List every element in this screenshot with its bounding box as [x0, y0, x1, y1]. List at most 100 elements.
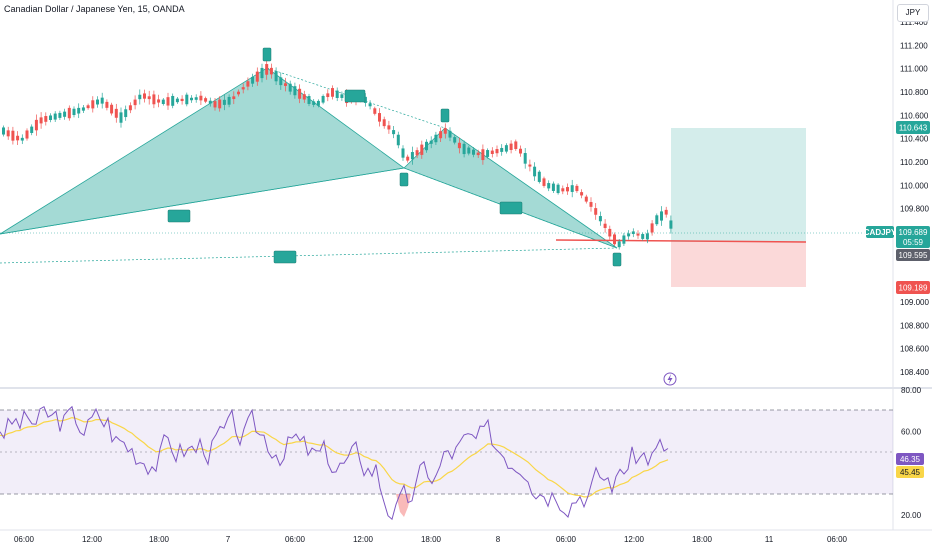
candle-body — [373, 108, 377, 114]
candle-body — [504, 145, 508, 152]
candle-body — [30, 126, 34, 133]
main-pane[interactable] — [0, 0, 893, 388]
price-tick-label: 110.800 — [900, 88, 929, 97]
ratio-tag-xb[interactable] — [167, 209, 191, 223]
candle-body — [551, 183, 555, 191]
price-tick-label: 109.000 — [900, 298, 929, 307]
candle-body — [622, 235, 626, 244]
candle-body — [138, 94, 142, 100]
take-profit-zone[interactable] — [671, 128, 806, 242]
candle-body — [490, 150, 494, 155]
ratio-tag-bd[interactable] — [499, 201, 523, 215]
candle-body — [425, 141, 428, 151]
countdown-text: 05:59 — [903, 238, 924, 247]
entry-line[interactable] — [555, 239, 807, 243]
current-price-tag: 109.689 05:59 — [896, 226, 930, 248]
candle-body — [110, 104, 114, 114]
ratio-tag-xd[interactable] — [273, 250, 297, 264]
candle-body — [274, 71, 278, 82]
time-tick-label: 18:00 — [421, 535, 442, 544]
candle-body — [429, 140, 433, 144]
candle-body — [298, 88, 302, 99]
candle-body — [500, 147, 504, 152]
candle-body — [133, 99, 137, 106]
symbol-title[interactable]: Canadian Dollar / Japanese Yen, 15, OAND… — [4, 4, 185, 14]
candle-body — [204, 98, 208, 102]
candle-body — [269, 67, 273, 75]
candle-body — [448, 130, 452, 138]
candles-group — [2, 58, 673, 250]
candle-body — [650, 223, 654, 233]
candle-body — [457, 142, 461, 149]
candle-body — [335, 90, 339, 98]
rsi-line — [0, 405, 669, 521]
candle-body — [180, 98, 184, 102]
candle-body — [519, 148, 522, 154]
time-tick-label: 06:00 — [556, 535, 577, 544]
time-tick-label: 8 — [496, 535, 501, 544]
rsi-axis[interactable]: 80.00 60.00 20.00 — [901, 386, 922, 520]
candle-body — [260, 67, 264, 79]
candle-body — [171, 95, 175, 106]
price-tick-label: 109.800 — [900, 205, 929, 214]
candle-body — [265, 64, 269, 75]
candle-body — [514, 141, 518, 150]
ratio-tag-ab[interactable] — [344, 89, 366, 103]
price-tick-label: 110.200 — [900, 158, 929, 167]
point-tag-b[interactable] — [399, 172, 409, 187]
price-tick-label: 108.600 — [900, 345, 929, 354]
rsi-tick-label: 60.00 — [901, 428, 922, 437]
candle-body — [39, 117, 43, 124]
candle-body — [410, 152, 414, 160]
candle-body — [166, 97, 170, 106]
candle-body — [580, 192, 584, 196]
pattern-line-xb — [0, 167, 405, 235]
currency-button[interactable]: JPY — [897, 4, 929, 22]
candle-body — [627, 233, 631, 237]
price-axis[interactable]: 111.400 111.200 111.000 110.800 110.600 110.4… — [900, 18, 929, 377]
candle-body — [213, 101, 217, 108]
candle-body — [147, 96, 151, 100]
candle-body — [617, 241, 621, 248]
candle-body — [570, 185, 574, 192]
point-tag-d[interactable] — [612, 252, 622, 267]
price-tick-label: 108.400 — [900, 368, 929, 377]
entry-price-text: 109.595 — [899, 251, 928, 260]
candle-body — [495, 149, 499, 154]
rsi-ma-text: 45.45 — [900, 468, 921, 477]
lightning-icon[interactable] — [663, 372, 677, 386]
candle-body — [34, 119, 38, 131]
candle-body — [420, 144, 424, 155]
candle-body — [161, 99, 165, 105]
candle-body — [53, 113, 57, 120]
time-tick-label: 06:00 — [14, 535, 35, 544]
candle-body — [331, 88, 334, 97]
candle-body — [255, 71, 259, 82]
candle-body — [91, 100, 95, 109]
sl-price-tag: 109.189 — [896, 281, 930, 294]
time-tick-label: 06:00 — [285, 535, 306, 544]
current-price-text: 109.689 — [899, 228, 928, 237]
stop-loss-zone[interactable] — [671, 242, 806, 287]
candle-body — [556, 184, 560, 194]
candle-body — [114, 108, 118, 118]
candle-body — [434, 134, 438, 143]
point-tag-a[interactable] — [262, 47, 272, 62]
candle-body — [81, 107, 85, 111]
candle-body — [58, 112, 62, 118]
candle-body — [321, 95, 325, 103]
time-axis[interactable]: 06:00 12:00 18:00 7 06:00 12:00 18:00 8 06:00 12:… — [14, 535, 848, 544]
point-tag-c[interactable] — [440, 108, 450, 123]
rsi-tick-label: 80.00 — [901, 386, 922, 395]
candle-body — [241, 87, 245, 90]
candle-body — [589, 202, 593, 207]
candle-body — [443, 128, 447, 134]
candle-body — [157, 99, 161, 103]
rsi-ma-line — [0, 416, 669, 498]
candle-body — [641, 234, 645, 239]
price-tick-label: 111.200 — [900, 41, 928, 50]
candle-body — [316, 100, 320, 106]
candle-body — [401, 148, 405, 158]
